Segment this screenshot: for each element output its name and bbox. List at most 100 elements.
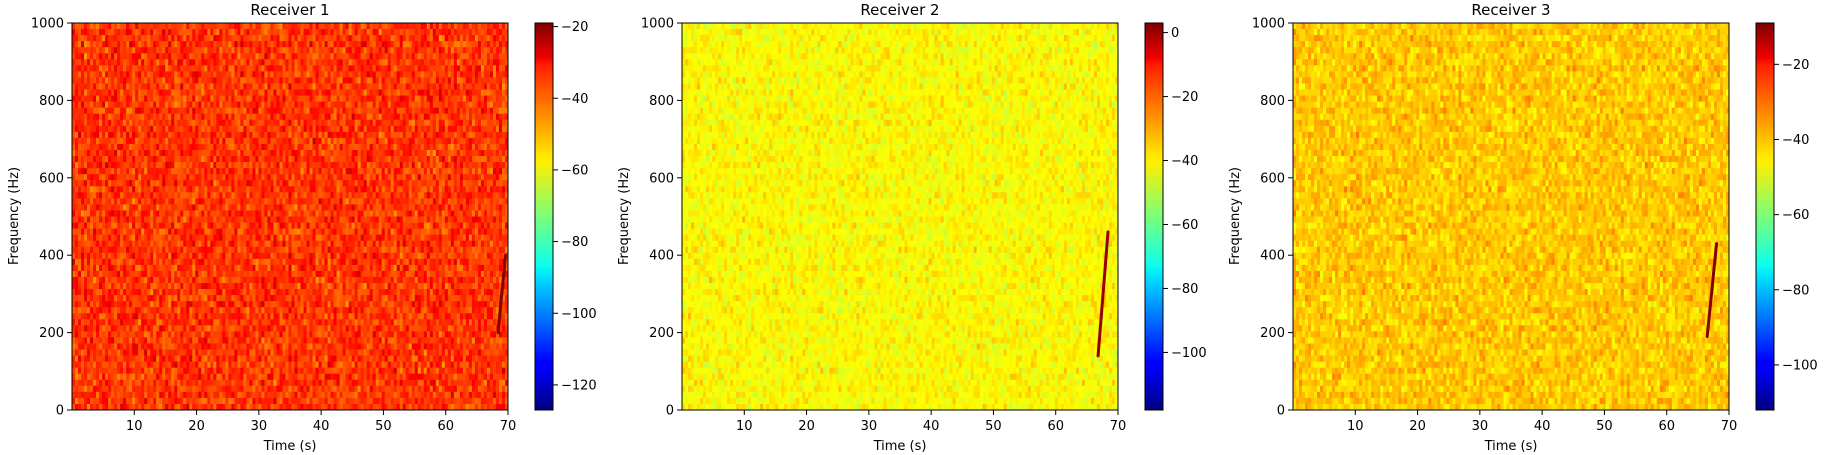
heatmap-cell <box>90 392 93 398</box>
heatmap-cell <box>201 210 204 216</box>
heatmap-cell <box>186 65 189 71</box>
heatmap-cell <box>273 392 276 398</box>
heatmap-cell <box>180 325 183 331</box>
heatmap-cell <box>264 168 267 174</box>
heatmap-cell <box>258 126 261 132</box>
heatmap-cell <box>171 96 174 102</box>
heatmap-cell <box>96 83 99 89</box>
heatmap-cell <box>249 337 252 343</box>
heatmap-cell <box>93 186 96 192</box>
heatmap-cell <box>108 313 111 319</box>
heatmap-cell <box>183 102 186 108</box>
heatmap-cell <box>72 325 75 331</box>
heatmap-cell <box>123 362 126 368</box>
heatmap-cell <box>234 241 237 247</box>
heatmap-cell <box>132 186 135 192</box>
heatmap-cell <box>292 144 295 150</box>
heatmap-cell <box>246 162 249 168</box>
heatmap-cell <box>255 337 258 343</box>
heatmap-cell <box>243 150 246 156</box>
heatmap-cell <box>117 108 120 114</box>
heatmap-cell <box>99 168 102 174</box>
heatmap-cell <box>120 138 123 144</box>
heatmap-cell <box>147 325 150 331</box>
heatmap-cell <box>204 343 207 349</box>
heatmap-cell <box>255 174 258 180</box>
heatmap-cell <box>198 343 201 349</box>
heatmap-cell <box>72 108 75 114</box>
heatmap-cell <box>111 398 114 404</box>
heatmap-cell <box>292 380 295 386</box>
heatmap-cell <box>198 265 201 271</box>
heatmap-cell <box>276 65 279 71</box>
heatmap-cell <box>153 247 156 253</box>
heatmap-cell <box>234 356 237 362</box>
heatmap-cell <box>292 71 295 77</box>
heatmap-cell <box>159 368 162 374</box>
heatmap-cell <box>123 398 126 404</box>
heatmap-cell <box>84 356 87 362</box>
heatmap-cell <box>75 174 78 180</box>
heatmap-cell <box>180 319 183 325</box>
heatmap-area <box>72 23 508 410</box>
heatmap-cell <box>84 241 87 247</box>
heatmap-cell <box>228 90 231 96</box>
heatmap-cell <box>261 65 264 71</box>
heatmap-cell <box>228 253 231 259</box>
heatmap-cell <box>90 313 93 319</box>
heatmap-cell <box>129 301 132 307</box>
heatmap-cell <box>289 362 292 368</box>
heatmap-cell <box>213 301 216 307</box>
heatmap-cell <box>141 313 144 319</box>
heatmap-cell <box>267 144 270 150</box>
heatmap-cell <box>96 114 99 120</box>
heatmap-cell <box>138 217 141 223</box>
heatmap-cell <box>231 96 234 102</box>
heatmap-cell <box>81 386 84 392</box>
heatmap-cell <box>255 77 258 83</box>
heatmap-cell <box>144 132 147 138</box>
heatmap-cell <box>240 71 243 77</box>
heatmap-cell <box>165 120 168 126</box>
heatmap-cell <box>279 404 282 410</box>
heatmap-cell <box>144 186 147 192</box>
heatmap-cell <box>141 253 144 259</box>
heatmap-cell <box>189 283 192 289</box>
heatmap-cell <box>111 96 114 102</box>
heatmap-cell <box>258 301 261 307</box>
heatmap-cell <box>207 71 210 77</box>
heatmap-cell <box>258 229 261 235</box>
heatmap-cell <box>289 126 292 132</box>
heatmap-cell <box>105 150 108 156</box>
heatmap-cell <box>123 325 126 331</box>
heatmap-cell <box>147 350 150 356</box>
heatmap-cell <box>234 108 237 114</box>
heatmap-cell <box>138 150 141 156</box>
heatmap-cell <box>225 386 228 392</box>
heatmap-cell <box>261 156 264 162</box>
heatmap-cell <box>159 247 162 253</box>
heatmap-cell <box>78 186 81 192</box>
heatmap-cell <box>72 404 75 410</box>
heatmap-cell <box>219 156 222 162</box>
heatmap-cell <box>222 356 225 362</box>
heatmap-cell <box>162 368 165 374</box>
heatmap-cell <box>132 168 135 174</box>
heatmap-cell <box>126 259 129 265</box>
heatmap-cell <box>183 53 186 59</box>
heatmap-cell <box>249 404 252 410</box>
heatmap-cell <box>252 331 255 337</box>
heatmap-cell <box>213 386 216 392</box>
heatmap-cell <box>249 374 252 380</box>
heatmap-cell <box>246 180 249 186</box>
heatmap-cell <box>195 319 198 325</box>
heatmap-cell <box>195 102 198 108</box>
heatmap-cell <box>102 53 105 59</box>
heatmap-cell <box>123 59 126 65</box>
heatmap-cell <box>255 295 258 301</box>
heatmap-cell <box>270 319 273 325</box>
heatmap-cell <box>108 168 111 174</box>
heatmap-cell <box>87 59 90 65</box>
heatmap-cell <box>120 301 123 307</box>
heatmap-cell <box>201 362 204 368</box>
